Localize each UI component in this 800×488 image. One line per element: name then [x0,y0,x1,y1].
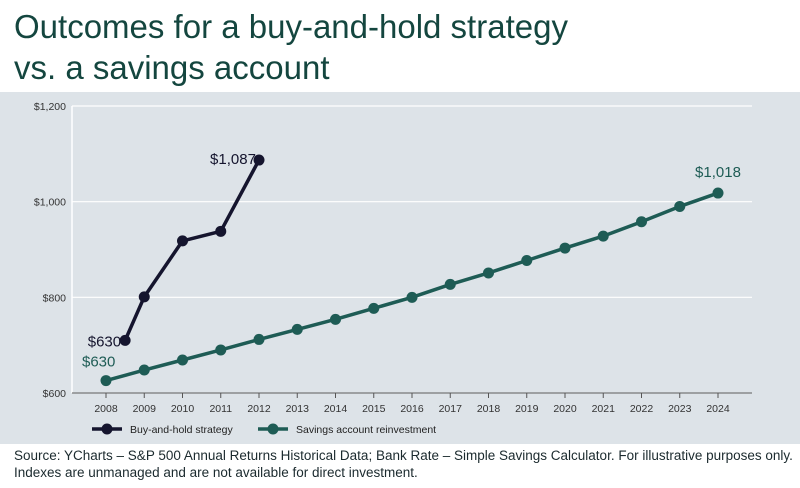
savings-point [215,344,227,356]
x-tick-label: 2019 [515,403,539,415]
line-chart: $600 $800 $1,000 $1,200 2008 2009 2010 2011 2012… [34,101,752,436]
x-tick-label: 2014 [324,403,348,415]
savings-point [636,216,647,228]
buy-hold-end-label: $1,087 [210,151,256,168]
x-tick-label: 2020 [553,403,577,415]
x-tick-label: 2021 [592,403,616,415]
savings-point [100,375,112,387]
savings-point [368,302,380,314]
title-line-2: vs. a savings account [14,49,330,86]
buy-hold-point [119,334,131,346]
savings-point [253,333,265,345]
legend-label-buy-hold: Buy-and-hold strategy [130,424,233,436]
buy-hold-line [123,159,261,342]
savings-line [105,191,719,383]
y-tick-label: $1,200 [34,101,66,113]
savings-point [712,187,724,199]
buy-hold-point [253,154,265,166]
savings-point [521,255,533,267]
x-tick-label: 2008 [94,403,118,415]
chart-title: Outcomes for a buy-and-hold strategy vs.… [14,6,774,88]
x-tick-label: 2024 [706,403,730,415]
x-tick-label: 2022 [630,403,654,415]
y-tick-label: $600 [43,388,67,400]
x-tick-label: 2010 [171,403,195,415]
legend-label-savings: Savings account reinvestment [296,424,436,436]
buy-hold-point [215,225,227,237]
savings-point [406,291,418,303]
savings-point [330,313,341,325]
source-line-2: Indexes are unmanaged and are not availa… [14,465,418,480]
x-tick-label: 2013 [286,403,310,415]
x-tick-label: 2018 [477,403,501,415]
source-note: Source: YCharts – S&P 500 Annual Returns… [14,447,794,481]
x-tick-label: 2011 [209,403,232,415]
source-line-1: Source: YCharts – S&P 500 Annual Returns… [14,448,793,463]
x-tick-label: 2017 [439,403,463,415]
x-tick-label: 2015 [362,403,386,415]
buy-hold-point [138,291,150,303]
savings-point [674,200,686,212]
x-tick-label: 2023 [668,403,692,415]
title-line-1: Outcomes for a buy-and-hold strategy [14,8,568,45]
savings-end-label: $1,018 [695,164,741,181]
savings-point [177,354,188,366]
x-tick-label: 2016 [400,403,424,415]
buy-hold-point [177,235,188,247]
savings-point [597,230,609,242]
savings-start-label: $630 [82,354,115,371]
savings-point [559,242,571,254]
savings-point [138,364,150,376]
legend-marker-savings [267,423,279,435]
savings-point [483,267,494,279]
x-tick-label: 2009 [133,403,157,415]
x-tick-label: 2012 [247,403,271,415]
legend-marker-buy-hold [101,423,113,435]
buy-hold-start-label: $630 [88,333,121,350]
chart-panel [0,92,800,444]
savings-point [444,278,456,290]
y-tick-label: $1,000 [34,197,66,209]
y-tick-label: $800 [43,292,67,304]
savings-point [291,323,303,335]
